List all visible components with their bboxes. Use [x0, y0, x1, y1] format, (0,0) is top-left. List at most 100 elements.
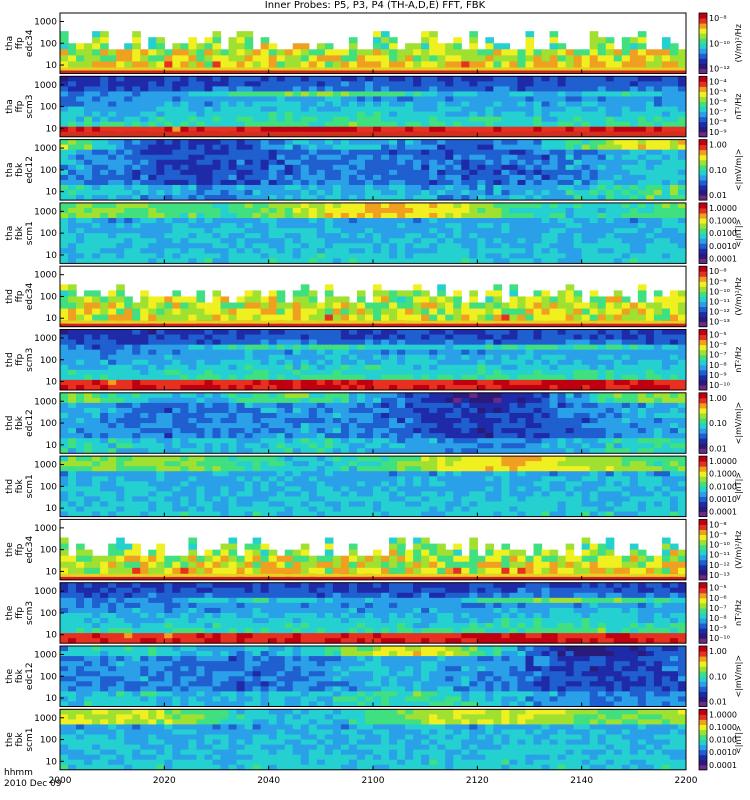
y-tick-label: 100	[40, 419, 57, 429]
y-tick-label: 100	[40, 356, 57, 366]
y-tick-label: 10	[46, 378, 58, 388]
y-tick-label: 10	[46, 441, 58, 451]
colorbar-tick-label: 0.10	[709, 672, 727, 681]
y-axis-label: scm1	[25, 221, 35, 245]
colorbar-tick-label: 10⁻¹⁰	[709, 541, 730, 550]
colorbar-tick-label: 10⁻⁵	[709, 584, 727, 593]
chart-title: Inner Probes: P5, P3, P4 (TH-A,D,E) FFT,…	[264, 0, 486, 11]
x-tick-label: 2140	[570, 776, 593, 786]
y-axis-label: ffp	[15, 100, 25, 112]
y-tick-label: 1000	[34, 524, 57, 534]
y-axis-label: tha	[5, 99, 15, 114]
color-bar	[698, 12, 708, 74]
colorbar-tick-label: 10⁻⁴	[709, 77, 727, 86]
color-bar	[698, 708, 708, 771]
y-tick-label: 100	[40, 39, 57, 49]
spectrogram-image	[60, 709, 686, 770]
y-axis-label: edc34	[25, 29, 35, 57]
color-bar	[698, 519, 708, 581]
x-tick-label: 2000	[49, 776, 72, 786]
y-tick-label: 10	[46, 694, 58, 704]
colorbar-tick-label: 10⁻⁷	[709, 351, 727, 360]
y-axis-label: thd	[5, 289, 15, 304]
color-bar	[698, 455, 708, 518]
colorbar-tick-label: 10⁻¹³	[709, 318, 730, 327]
x-tick-label: 2100	[362, 776, 385, 786]
panel-tha-fbk-edc12: tha fbk edc12 1000 100 10 1.00 0.10 0.01 <|mV/m|>	[5, 139, 743, 201]
x-tick-label: 2200	[675, 776, 698, 786]
y-axis-label: tha	[5, 162, 15, 177]
y-tick-label: 100	[40, 103, 57, 113]
colorbar-tick-label: 10⁻⁹	[709, 277, 727, 286]
panel-tha-fbk-scm1: tha fbk scm1 1000 100 10 1.0000 0.1000 0.0100 0.0…	[5, 202, 743, 264]
y-tick-label: 10	[46, 251, 58, 261]
color-bar	[698, 139, 708, 201]
y-axis-label: the	[5, 732, 15, 747]
colorbar-tick-label: 10⁻⁶	[709, 594, 727, 603]
y-axis-label: tha	[5, 226, 15, 241]
y-axis-label: ffp	[15, 354, 25, 366]
x-tick-label: 2040	[257, 776, 280, 786]
y-axis-label: ffp	[15, 37, 25, 49]
y-tick-label: 100	[40, 546, 57, 556]
colorbar-tick-label: 10⁻¹⁰	[709, 381, 730, 390]
date-label: 2010 Dec 09	[4, 779, 62, 789]
colorbar-tick-label: 10⁻⁷	[709, 604, 727, 613]
spectrogram-image	[60, 392, 686, 454]
y-axis-label: tha	[5, 36, 15, 51]
y-axis-label: fbk	[15, 479, 25, 494]
y-tick-label: 1000	[34, 397, 57, 407]
colorbar-tick-label: 10⁻⁸	[709, 361, 727, 370]
colorbar-tick-label: 10⁻¹⁰	[709, 39, 730, 48]
color-bar	[698, 645, 708, 707]
colorbar-tick-label: 0.01	[709, 191, 727, 200]
panel-thd-fbk-scm1: thd fbk scm1 1000 100 10 1.0000 0.1000 0.0100 0.0…	[5, 455, 743, 518]
panel-tha-ffp-edc34: tha ffp edc34 1000 100 10 10⁻⁸ 10⁻¹⁰ 10⁻¹² (V/m)²…	[5, 12, 743, 74]
color-bar	[698, 75, 708, 138]
spectrogram-image	[60, 582, 686, 644]
colorbar-tick-label: 10⁻⁶	[709, 98, 727, 107]
spectrogram-image	[60, 266, 686, 327]
colorbar-tick-label: 10⁻⁸	[709, 118, 727, 127]
y-tick-label: 10	[46, 757, 58, 767]
y-tick-label: 1000	[34, 271, 57, 281]
colorbar-tick-label: 10⁻⁹	[709, 531, 727, 540]
y-tick-label: 10	[46, 504, 58, 514]
colorbar-tick-label: 10⁻¹⁰	[709, 634, 730, 643]
colorbar-tick-label: 0.1000	[709, 470, 737, 479]
y-axis-label: ffp	[15, 290, 25, 302]
colorbar-tick-label: 0.0010	[709, 242, 737, 251]
y-tick-label: 100	[40, 736, 57, 746]
y-axis-label: edc34	[25, 282, 35, 310]
y-tick-label: 10	[46, 188, 58, 198]
colorbar-unit-label: nT²/Hz	[734, 347, 743, 373]
time-axis-label: hhmm	[4, 768, 33, 778]
y-tick-label: 100	[40, 482, 57, 492]
colorbar-tick-label: 0.0001	[709, 761, 737, 770]
colorbar-unit-label: <|nT|>	[734, 472, 743, 501]
colorbar-tick-label: 10⁻¹³	[709, 571, 730, 580]
colorbar-tick-label: 0.0010	[709, 495, 737, 504]
y-axis-label: edc12	[25, 409, 35, 437]
colorbar-tick-label: 10⁻⁸	[709, 614, 727, 623]
colorbar-tick-label: 10⁻⁵	[709, 331, 727, 340]
colorbar-tick-label: 10⁻¹⁰	[709, 287, 730, 296]
panel-the-ffp-edc34: the ffp edc3410001001010⁻⁸10⁻⁹10⁻¹⁰10⁻¹¹10…	[5, 518, 743, 581]
y-tick-label: 100	[40, 229, 57, 239]
y-axis-label: the	[5, 605, 15, 620]
colorbar-tick-label: 10⁻¹²	[709, 308, 730, 317]
y-axis-label: scm3	[25, 601, 35, 625]
y-axis-label: the	[5, 542, 15, 557]
color-bar	[698, 202, 708, 264]
y-axis-label: thd	[5, 352, 15, 367]
spectrogram-image	[60, 329, 686, 390]
y-axis-label: edc34	[25, 536, 35, 564]
colorbar-tick-label: 0.0100	[709, 229, 737, 238]
spectrogram-image	[60, 13, 686, 74]
colorbar-tick-label: 10⁻⁹	[709, 371, 727, 380]
spectrogram-image	[60, 646, 686, 707]
spectrogram-image	[60, 139, 686, 201]
y-axis-label: thd	[5, 416, 15, 431]
y-tick-label: 100	[40, 166, 57, 176]
